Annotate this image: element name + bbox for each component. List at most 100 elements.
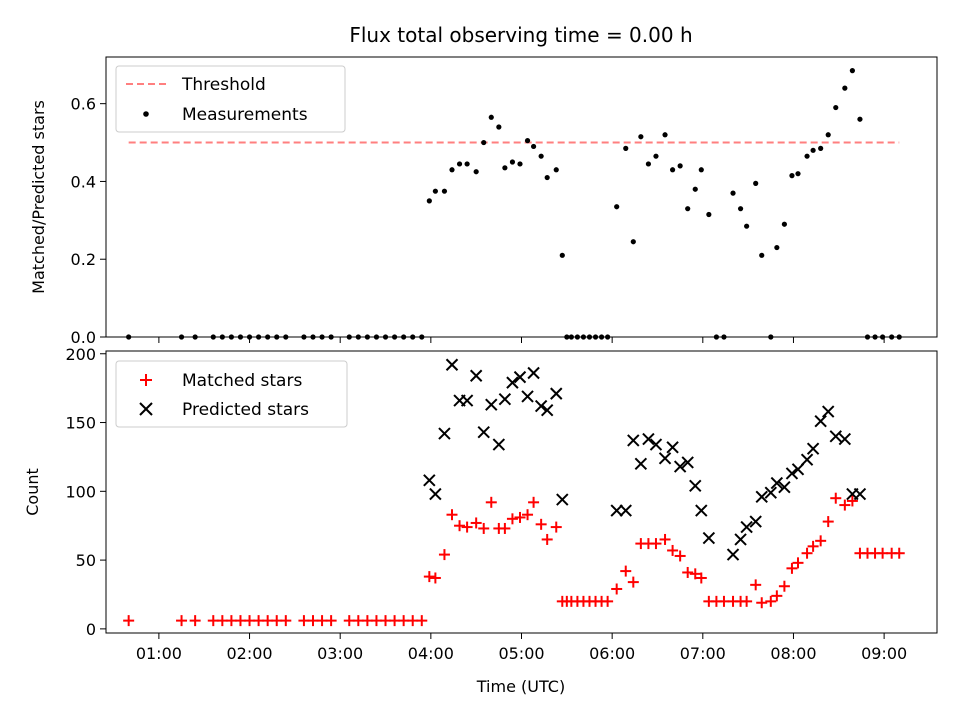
predicted-star-point <box>642 432 655 446</box>
measurement-point <box>524 138 531 144</box>
measurement-point <box>685 206 691 212</box>
matched-star-point <box>416 615 428 627</box>
predicted-star-point <box>814 414 827 428</box>
matched-star-point <box>627 576 639 588</box>
top-chart-marks <box>126 68 902 340</box>
matched-star-point <box>807 540 819 552</box>
predicted-star-point <box>423 474 436 487</box>
matched-star-point <box>695 572 707 584</box>
matched-star-point <box>550 521 562 533</box>
measurement-point <box>753 180 759 186</box>
matched-star-point <box>822 516 834 528</box>
legend-measurements-label: Measurements <box>182 105 308 125</box>
predicted-star-point <box>791 463 805 476</box>
predicted-star-point <box>749 515 762 528</box>
matched-star-point <box>514 511 526 523</box>
x-tick-label: 02:00 <box>226 644 272 663</box>
legend-measurements-swatch <box>143 111 149 117</box>
matched-star-point <box>792 557 804 569</box>
bottom-y-tick-label: 150 <box>65 414 96 433</box>
top-y-tick-label: 0.4 <box>71 172 96 191</box>
measurement-point <box>744 223 750 229</box>
measurement-point <box>630 239 636 245</box>
predicted-star-point <box>619 504 632 517</box>
measurement-point <box>833 104 839 111</box>
matched-star-point <box>667 544 679 556</box>
measurement-point <box>849 68 855 74</box>
top-legend: Threshold Measurements <box>115 65 346 133</box>
measurement-point <box>502 165 508 171</box>
matched-star-point <box>650 538 662 550</box>
measurement-point <box>530 143 537 150</box>
bottom-legend-box <box>115 360 348 428</box>
predicted-star-point <box>829 430 842 443</box>
matched-star-point <box>176 615 188 627</box>
predicted-star-point <box>540 403 554 417</box>
predicted-star-point <box>800 453 814 466</box>
predicted-star-point <box>634 457 648 471</box>
measurement-point <box>509 159 516 165</box>
matched-star-point <box>771 590 783 602</box>
predicted-star-point <box>556 493 569 506</box>
predicted-star-point <box>673 460 687 473</box>
matched-star-point <box>454 520 466 532</box>
bottom-chart-marks <box>123 358 905 627</box>
measurement-point <box>623 145 629 151</box>
bottom-y-tick-label: 50 <box>76 551 96 570</box>
predicted-star-point <box>726 548 740 561</box>
measurement-point <box>842 85 848 91</box>
measurement-point <box>653 153 659 159</box>
predicted-star-point <box>681 456 694 469</box>
matched-star-point <box>280 615 292 627</box>
matched-star-point <box>756 597 768 609</box>
top-chart-ticks: 0.0 0.2 0.4 0.6 <box>71 95 885 347</box>
matched-star-point <box>499 522 511 534</box>
measurement-point <box>538 153 544 159</box>
predicted-star-point <box>702 531 716 545</box>
bottom-chart-ticks: 01:00 02:00 03:00 04:00 05:00 06:00 07:00 08:00… <box>65 345 907 663</box>
matched-star-point <box>189 615 201 627</box>
measurement-point <box>488 114 494 120</box>
matched-star-point <box>682 566 694 578</box>
measurement-point <box>464 161 470 167</box>
legend-predicted-swatch <box>139 402 153 416</box>
predicted-star-point <box>492 438 506 451</box>
bottom-legend: Matched stars Predicted stars <box>115 360 348 428</box>
predicted-star-point <box>527 366 540 380</box>
measurement-point <box>662 132 668 138</box>
measurement-point <box>825 132 831 138</box>
predicted-star-point <box>429 487 442 501</box>
matched-star-point <box>839 499 851 511</box>
bottom-y-tick-label: 200 <box>65 345 96 364</box>
predicted-star-point <box>610 504 623 517</box>
matched-star-point <box>541 533 553 545</box>
measurement-point <box>432 188 438 194</box>
measurement-point <box>638 134 644 140</box>
predicted-star-point <box>838 432 852 446</box>
x-tick-label: 06:00 <box>589 644 635 663</box>
matched-star-point <box>478 522 490 534</box>
predicted-star-point <box>477 425 490 439</box>
measurement-point <box>810 147 816 153</box>
measurement-point <box>645 161 652 167</box>
matched-star-point <box>485 496 497 508</box>
matched-star-point <box>846 495 858 507</box>
legend-matched-label: Matched stars <box>182 371 302 391</box>
measurement-point <box>481 139 487 146</box>
predicted-star-point <box>666 441 679 454</box>
predicted-star-point <box>785 467 799 480</box>
matched-star-point <box>522 509 534 521</box>
legend-threshold-label: Threshold <box>181 75 266 95</box>
measurement-point <box>737 206 744 212</box>
matched-star-point <box>123 615 135 627</box>
predicted-star-point <box>469 369 483 382</box>
predicted-star-point <box>445 358 459 371</box>
measurement-point <box>692 186 698 192</box>
measurement-point <box>544 174 550 181</box>
matched-star-point <box>778 580 790 592</box>
predicted-star-point <box>755 490 768 504</box>
bottom-chart-ylabel: Count <box>23 468 42 516</box>
measurement-point <box>559 252 565 258</box>
